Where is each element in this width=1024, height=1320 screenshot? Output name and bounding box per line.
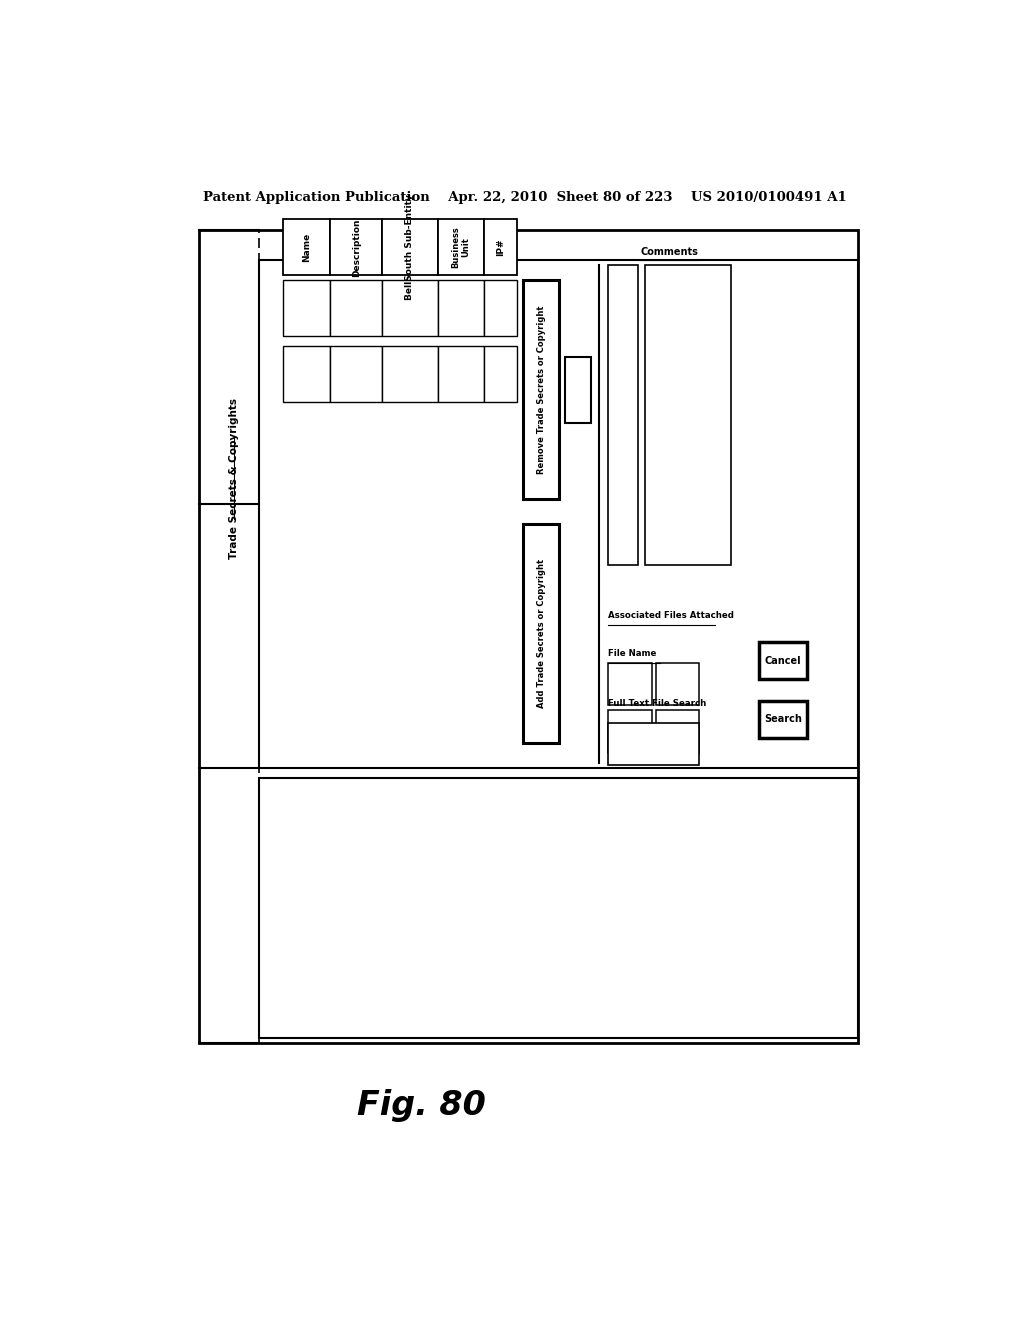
Bar xyxy=(200,230,858,1043)
Text: Patent Application Publication    Apr. 22, 2010  Sheet 80 of 223    US 2010/0100: Patent Application Publication Apr. 22, … xyxy=(203,190,847,203)
Text: Description: Description xyxy=(351,218,360,277)
Text: File Name: File Name xyxy=(608,649,656,659)
Bar xyxy=(283,280,331,337)
Text: Name: Name xyxy=(302,232,311,261)
Text: Associated Files Attached: Associated Files Attached xyxy=(608,611,734,619)
Text: Remove Trade Secrets or Copyright: Remove Trade Secrets or Copyright xyxy=(537,305,546,474)
Bar xyxy=(608,265,638,565)
Bar xyxy=(283,346,331,403)
Bar xyxy=(331,219,382,276)
Bar xyxy=(565,356,591,422)
Bar xyxy=(759,701,807,738)
Bar xyxy=(523,524,559,743)
Bar xyxy=(608,710,652,752)
Text: Search: Search xyxy=(764,714,802,725)
Bar xyxy=(759,643,807,678)
Bar xyxy=(523,280,559,499)
Bar xyxy=(382,346,437,403)
Bar xyxy=(608,663,652,705)
Bar xyxy=(437,346,483,403)
Text: Comments: Comments xyxy=(641,247,698,257)
Bar xyxy=(259,779,858,1038)
Bar xyxy=(331,280,382,337)
Bar xyxy=(655,710,699,752)
Text: Full Text File Search: Full Text File Search xyxy=(608,700,707,708)
Text: Trade Secrets & Copyrights: Trade Secrets & Copyrights xyxy=(228,399,239,560)
Text: BellSouth Sub-Entity: BellSouth Sub-Entity xyxy=(406,194,415,300)
Bar xyxy=(645,265,731,565)
Bar xyxy=(259,260,858,768)
Bar xyxy=(483,280,517,337)
Bar xyxy=(283,219,331,276)
Bar xyxy=(483,219,517,276)
Bar xyxy=(437,280,483,337)
Bar xyxy=(483,346,517,403)
Text: Add Trade Secrets or Copyright: Add Trade Secrets or Copyright xyxy=(537,558,546,708)
Text: Cancel: Cancel xyxy=(764,656,801,665)
Bar xyxy=(655,663,699,705)
Text: Business
Unit: Business Unit xyxy=(451,227,470,268)
Bar xyxy=(382,280,437,337)
Bar xyxy=(382,219,437,276)
Text: IP#: IP# xyxy=(496,239,505,256)
Bar xyxy=(608,722,699,766)
Bar xyxy=(437,219,483,276)
Bar xyxy=(331,346,382,403)
Text: Fig. 80: Fig. 80 xyxy=(357,1089,486,1122)
